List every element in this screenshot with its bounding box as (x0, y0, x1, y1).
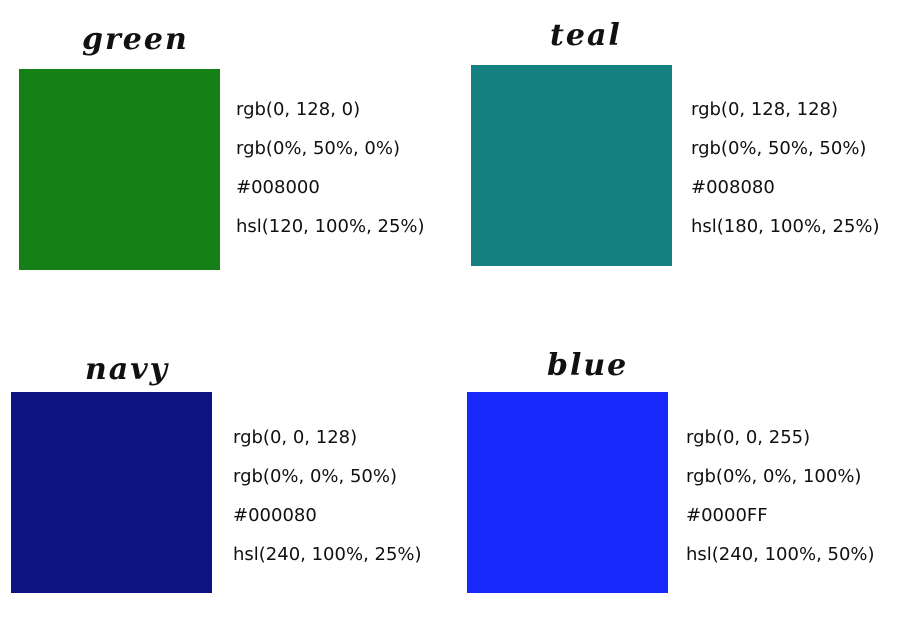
color-card-teal: teal rgb(0, 128, 128) rgb(0%, 50%, 50%) … (453, 0, 893, 300)
hsl-value: hsl(240, 100%, 25%) (233, 544, 422, 565)
hsl-value: hsl(120, 100%, 25%) (236, 216, 425, 237)
color-name-title: navy (85, 352, 170, 387)
hex-value: #008080 (691, 177, 775, 198)
hsl-value: hsl(180, 100%, 25%) (691, 216, 880, 237)
rgb-value: rgb(0, 0, 255) (686, 427, 811, 448)
rgb-value: rgb(0, 128, 0) (236, 99, 361, 120)
hex-value: #000080 (233, 505, 317, 526)
rgb-percent-value: rgb(0%, 0%, 100%) (686, 466, 862, 487)
rgb-percent-value: rgb(0%, 50%, 0%) (236, 138, 400, 159)
color-value-list: rgb(0, 0, 255) rgb(0%, 0%, 100%) #0000FF… (686, 428, 875, 584)
color-value-list: rgb(0, 0, 128) rgb(0%, 0%, 50%) #000080 … (233, 428, 422, 584)
rgb-value: rgb(0, 0, 128) (233, 427, 358, 448)
color-name-title: green (82, 22, 189, 57)
color-swatch (471, 65, 672, 266)
rgb-percent-value: rgb(0%, 50%, 50%) (691, 138, 867, 159)
color-swatch (467, 392, 668, 593)
hex-value: #008000 (236, 177, 320, 198)
color-name-title: blue (547, 348, 629, 383)
color-card-green: green rgb(0, 128, 0) rgb(0%, 50%, 0%) #0… (0, 0, 440, 300)
color-value-list: rgb(0, 128, 0) rgb(0%, 50%, 0%) #008000 … (236, 100, 425, 256)
hsl-value: hsl(240, 100%, 50%) (686, 544, 875, 565)
hex-value: #0000FF (686, 505, 768, 526)
rgb-percent-value: rgb(0%, 0%, 50%) (233, 466, 397, 487)
color-card-blue: blue rgb(0, 0, 255) rgb(0%, 0%, 100%) #0… (453, 322, 893, 622)
color-swatch (11, 392, 212, 593)
color-value-list: rgb(0, 128, 128) rgb(0%, 50%, 50%) #0080… (691, 100, 880, 256)
color-card-navy: navy rgb(0, 0, 128) rgb(0%, 0%, 50%) #00… (0, 322, 440, 622)
color-name-title: teal (550, 18, 622, 53)
rgb-value: rgb(0, 128, 128) (691, 99, 839, 120)
color-swatch (19, 69, 220, 270)
